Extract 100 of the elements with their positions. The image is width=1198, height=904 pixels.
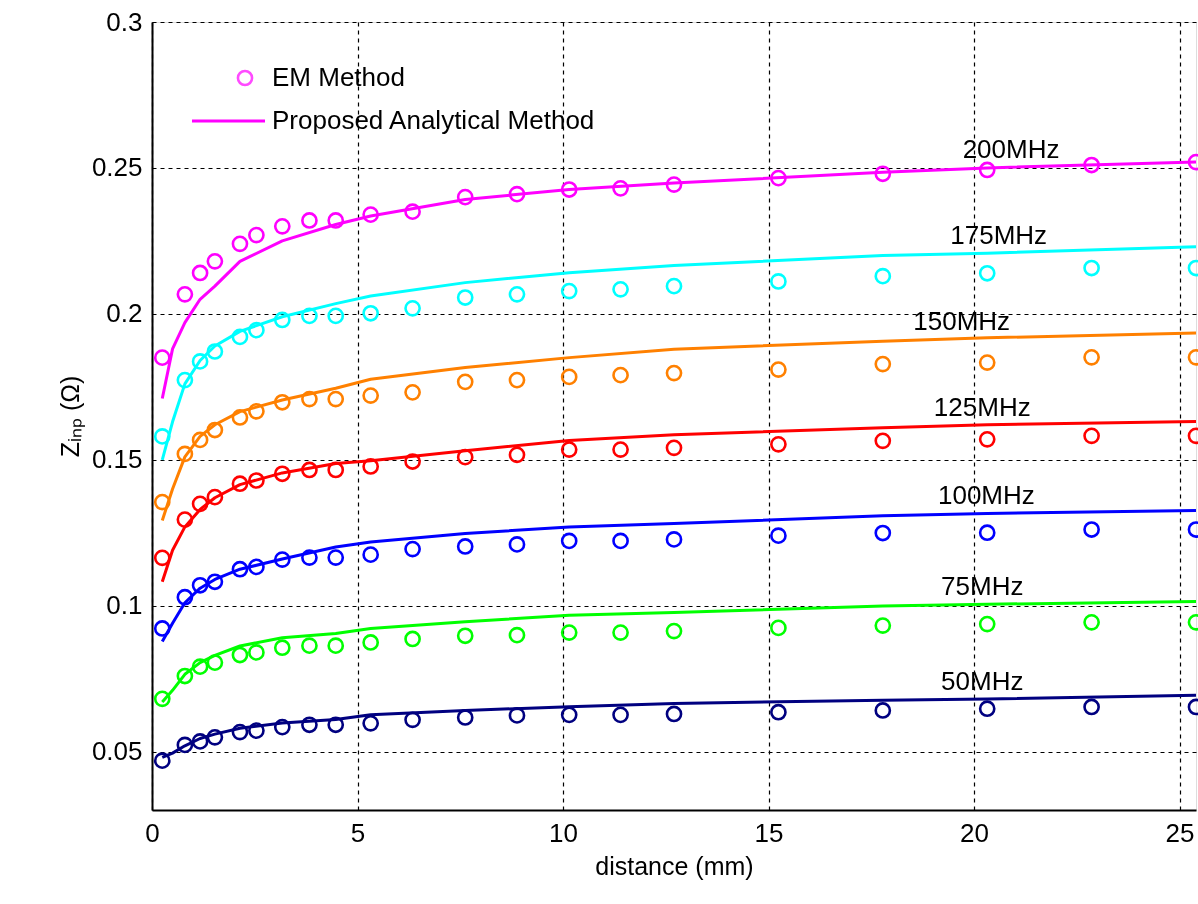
x-tick-label: 10 xyxy=(549,817,578,848)
point xyxy=(874,355,892,373)
point xyxy=(665,439,683,457)
point xyxy=(273,217,291,235)
point xyxy=(153,428,171,445)
point xyxy=(874,165,892,183)
point xyxy=(874,267,892,285)
annotation: 50MHz xyxy=(941,666,1024,697)
y-tick-label: 0.25 xyxy=(91,152,143,183)
point xyxy=(456,538,474,555)
point xyxy=(301,549,318,566)
point xyxy=(612,180,629,197)
point xyxy=(327,549,345,566)
point xyxy=(770,169,787,187)
point xyxy=(560,532,578,550)
point xyxy=(1083,613,1100,631)
point xyxy=(206,654,224,671)
point xyxy=(508,371,526,389)
point xyxy=(191,495,209,513)
point xyxy=(874,524,892,542)
point xyxy=(508,446,526,464)
point xyxy=(153,549,171,567)
point xyxy=(327,307,345,325)
point xyxy=(665,176,683,193)
point xyxy=(770,435,787,453)
x-tick-label: 25 xyxy=(1165,817,1195,848)
point xyxy=(153,690,171,708)
point xyxy=(191,576,209,594)
point xyxy=(560,368,578,386)
point xyxy=(301,390,318,408)
point xyxy=(206,728,224,746)
point xyxy=(456,289,474,306)
point xyxy=(770,619,787,637)
point xyxy=(665,277,683,295)
annotation: 125MHz xyxy=(933,391,1031,422)
point xyxy=(191,733,209,750)
y-tick-label: 0.3 xyxy=(106,6,143,37)
point xyxy=(508,185,526,203)
point xyxy=(231,560,249,578)
point xyxy=(508,536,526,553)
point xyxy=(560,441,578,458)
point xyxy=(508,707,526,724)
point xyxy=(176,736,194,754)
point xyxy=(404,203,421,221)
point xyxy=(153,349,171,366)
point xyxy=(665,622,683,640)
point xyxy=(1083,427,1100,445)
y-tick-label: 0.05 xyxy=(91,736,143,767)
point xyxy=(978,524,996,542)
point xyxy=(665,364,683,382)
point xyxy=(248,558,265,576)
point xyxy=(231,475,249,493)
point xyxy=(248,722,265,739)
point xyxy=(153,752,171,770)
point xyxy=(273,465,291,483)
point xyxy=(362,634,380,651)
y-tick-label: 0.2 xyxy=(106,298,143,329)
point xyxy=(206,343,224,360)
point xyxy=(978,615,996,633)
x-axis-title: distance (mm) xyxy=(595,851,754,880)
point xyxy=(612,280,629,298)
point xyxy=(874,432,892,450)
x-tick-label: 0 xyxy=(145,817,160,848)
point xyxy=(153,493,171,511)
point xyxy=(176,667,194,685)
point xyxy=(327,212,345,229)
point xyxy=(301,461,318,479)
point xyxy=(404,453,421,470)
point xyxy=(404,384,421,401)
point xyxy=(456,709,474,726)
point xyxy=(978,430,996,448)
point xyxy=(362,206,380,223)
point xyxy=(1083,698,1100,716)
point xyxy=(978,700,996,718)
point xyxy=(153,620,171,637)
x-tick-label: 5 xyxy=(350,817,366,848)
point xyxy=(248,472,265,489)
annotation: 75MHz xyxy=(941,571,1024,602)
point xyxy=(508,285,526,303)
point xyxy=(770,273,787,290)
annotation: 150MHz xyxy=(913,305,1011,336)
point xyxy=(770,527,787,545)
point xyxy=(404,630,421,648)
point xyxy=(362,458,380,475)
point xyxy=(176,588,194,606)
point xyxy=(612,366,629,384)
point xyxy=(206,573,224,591)
point xyxy=(231,409,249,426)
point xyxy=(362,304,380,322)
point xyxy=(176,371,194,389)
point xyxy=(231,328,249,346)
point xyxy=(612,706,629,724)
point xyxy=(560,706,578,724)
point xyxy=(231,646,249,664)
point xyxy=(362,546,380,563)
point xyxy=(874,617,892,634)
legend-label: Proposed Analytical Method xyxy=(272,105,595,135)
point xyxy=(1083,259,1100,277)
point xyxy=(231,723,249,741)
legend-label: EM Method xyxy=(272,62,405,92)
